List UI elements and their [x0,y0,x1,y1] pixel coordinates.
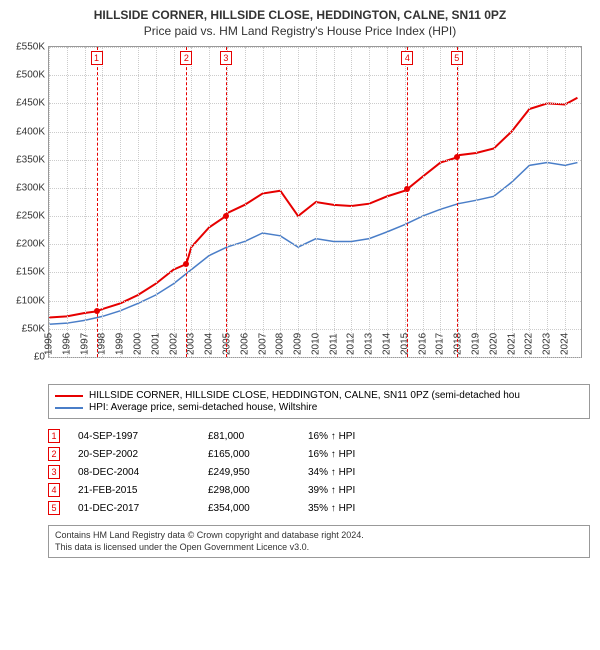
sale-marker: 1 [91,51,103,65]
row-pct: 16% ↑ HPI [308,449,418,460]
footer-text-2: This data is licensed under the Open Gov… [55,542,583,554]
row-pct: 34% ↑ HPI [308,467,418,478]
row-date: 01-DEC-2017 [78,503,208,514]
row-marker: 4 [48,483,60,497]
legend: HILLSIDE CORNER, HILLSIDE CLOSE, HEDDING… [48,384,590,419]
x-axis-tick: 2004 [204,333,215,357]
row-marker: 1 [48,429,60,443]
y-axis-tick: £200K [16,239,49,250]
plot-area: £0£50K£100K£150K£200K£250K£300K£350K£400… [48,46,582,358]
chart-subtitle: Price paid vs. HM Land Registry's House … [10,24,590,38]
y-axis-tick: £450K [16,98,49,109]
x-axis-tick: 2010 [310,333,321,357]
row-price: £354,000 [208,503,308,514]
row-marker: 2 [48,447,60,461]
sale-marker: 2 [180,51,192,65]
x-axis-tick: 2023 [542,333,553,357]
legend-label: HPI: Average price, semi-detached house,… [89,402,317,413]
x-axis-tick: 2019 [471,333,482,357]
x-axis-tick: 1996 [61,333,72,357]
x-axis-tick: 2014 [382,333,393,357]
x-axis-tick: 1997 [79,333,90,357]
y-axis-tick: £500K [16,70,49,81]
table-row: 3 08-DEC-2004£249,95034% ↑ HPI [48,465,590,479]
chart-title: HILLSIDE CORNER, HILLSIDE CLOSE, HEDDING… [10,8,590,22]
x-axis-tick: 2021 [506,333,517,357]
x-axis-tick: 2016 [417,333,428,357]
x-axis-tick: 2003 [186,333,197,357]
legend-label: HILLSIDE CORNER, HILLSIDE CLOSE, HEDDING… [89,390,520,401]
row-price: £298,000 [208,485,308,496]
y-axis-tick: £150K [16,267,49,278]
table-row: 1 04-SEP-1997£81,00016% ↑ HPI [48,429,590,443]
row-price: £249,950 [208,467,308,478]
row-price: £165,000 [208,449,308,460]
table-row: 2 20-SEP-2002£165,00016% ↑ HPI [48,447,590,461]
y-axis-tick: £350K [16,154,49,165]
chart-container: HILLSIDE CORNER, HILLSIDE CLOSE, HEDDING… [0,0,600,566]
y-axis-tick: £300K [16,182,49,193]
x-axis-tick: 2001 [150,333,161,357]
x-axis-tick: 1995 [44,333,55,357]
x-axis-tick: 1998 [97,333,108,357]
x-axis-tick: 2011 [328,333,339,357]
x-axis-tick: 2000 [132,333,143,357]
row-pct: 39% ↑ HPI [308,485,418,496]
chart-area: £0£50K£100K£150K£200K£250K£300K£350K£400… [48,46,582,376]
legend-item: HPI: Average price, semi-detached house,… [55,402,583,413]
x-axis-tick: 1999 [115,333,126,357]
row-date: 20-SEP-2002 [78,449,208,460]
y-axis-tick: £100K [16,295,49,306]
x-axis-tick: 2022 [524,333,535,357]
x-axis-tick: 2009 [293,333,304,357]
y-axis-tick: £250K [16,211,49,222]
x-axis-tick: 2020 [488,333,499,357]
x-axis-tick: 2017 [435,333,446,357]
x-axis-tick: 2007 [257,333,268,357]
legend-item: HILLSIDE CORNER, HILLSIDE CLOSE, HEDDING… [55,390,583,401]
x-axis-tick: 2012 [346,333,357,357]
y-axis-tick: £550K [16,42,49,53]
x-axis-tick: 2018 [453,333,464,357]
x-axis-tick: 2008 [275,333,286,357]
x-axis-tick: 2005 [221,333,232,357]
y-axis-tick: £400K [16,126,49,137]
row-pct: 35% ↑ HPI [308,503,418,514]
sales-table: 1 04-SEP-1997£81,00016% ↑ HPI 2 20-SEP-2002… [48,429,590,515]
row-date: 04-SEP-1997 [78,431,208,442]
x-axis-tick: 2015 [399,333,410,357]
sale-marker: 5 [451,51,463,65]
row-marker: 3 [48,465,60,479]
table-row: 5 01-DEC-2017£354,00035% ↑ HPI [48,501,590,515]
table-row: 4 21-FEB-2015£298,00039% ↑ HPI [48,483,590,497]
row-pct: 16% ↑ HPI [308,431,418,442]
sale-marker: 4 [401,51,413,65]
attribution-footer: Contains HM Land Registry data © Crown c… [48,525,590,558]
x-axis-tick: 2024 [559,333,570,357]
sale-marker: 3 [220,51,232,65]
footer-text-1: Contains HM Land Registry data © Crown c… [55,530,583,542]
row-price: £81,000 [208,431,308,442]
x-axis-tick: 2006 [239,333,250,357]
x-axis-tick: 2013 [364,333,375,357]
row-date: 08-DEC-2004 [78,467,208,478]
x-axis-tick: 2002 [168,333,179,357]
row-date: 21-FEB-2015 [78,485,208,496]
row-marker: 5 [48,501,60,515]
